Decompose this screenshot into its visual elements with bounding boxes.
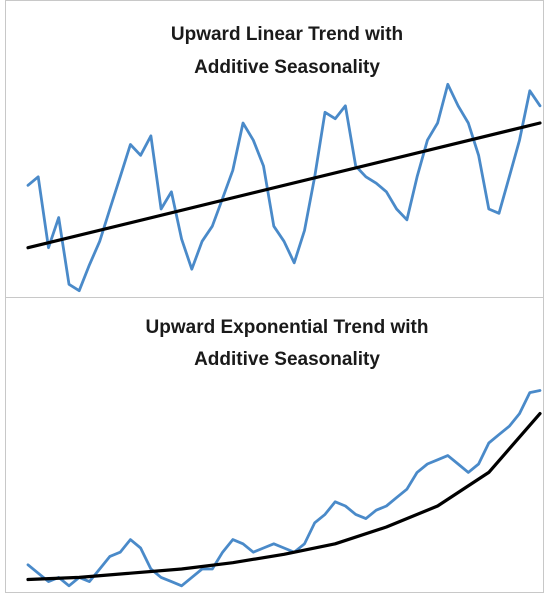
- chart-title: Additive Seasonality: [194, 57, 380, 78]
- trend-line: [26, 121, 542, 250]
- frame: [5, 0, 544, 593]
- seasonal-line: [26, 82, 542, 293]
- trend-line: [26, 412, 542, 582]
- chart-title: Upward Exponential Trend with: [146, 317, 429, 338]
- chart-title: Additive Seasonality: [194, 349, 380, 370]
- seasonal-line: [26, 389, 542, 588]
- chart-title: Upward Linear Trend with: [171, 24, 403, 45]
